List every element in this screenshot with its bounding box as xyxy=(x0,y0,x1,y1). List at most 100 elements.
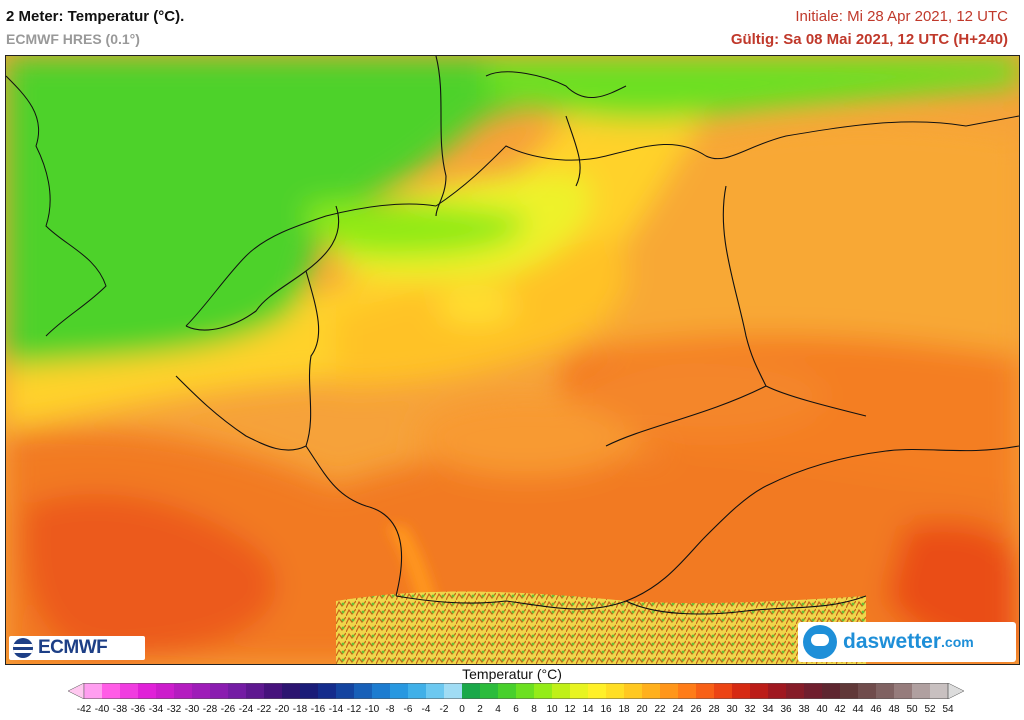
legend-swatch xyxy=(696,683,715,699)
legend-swatch xyxy=(552,683,571,699)
field-cool-harz xyxy=(436,288,516,324)
field-hot-southwest xyxy=(24,494,277,656)
legend-swatch xyxy=(498,683,517,699)
temperature-field xyxy=(6,56,1019,664)
daswetter-logo-text: daswetter xyxy=(843,630,942,653)
legend-tick-label: -38 xyxy=(112,704,128,715)
legend-tick-label: -12 xyxy=(346,704,362,715)
legend-tick-label: -6 xyxy=(403,704,413,715)
legend-tick-label: 32 xyxy=(744,704,756,715)
legend-swatch xyxy=(516,683,535,699)
legend-tick-label: -8 xyxy=(385,704,395,715)
legend-swatch xyxy=(768,683,787,699)
legend-tick-label: 18 xyxy=(618,704,630,715)
legend-tick-label: 30 xyxy=(726,704,738,715)
legend-tick-label: 34 xyxy=(762,704,774,715)
legend-arrow-high xyxy=(947,683,964,699)
color-legend-svg xyxy=(68,683,964,699)
legend-tick-label: -22 xyxy=(256,704,272,715)
legend-swatch xyxy=(228,683,247,699)
legend-swatch xyxy=(300,683,319,699)
legend-arrow-low xyxy=(68,683,85,699)
legend-swatch xyxy=(624,683,643,699)
ecmwf-logo-text: ECMWF xyxy=(38,637,108,658)
daswetter-logo[interactable]: daswetter .com xyxy=(798,622,1016,662)
legend-tick-label: 4 xyxy=(495,704,501,715)
legend-tick-label: 22 xyxy=(654,704,666,715)
legend-tick-label: -20 xyxy=(274,704,290,715)
legend-swatch xyxy=(390,683,409,699)
legend-swatch xyxy=(156,683,175,699)
legend-tick-label: 10 xyxy=(546,704,558,715)
legend-tick-label: -40 xyxy=(94,704,110,715)
legend-swatch xyxy=(660,683,679,699)
legend-swatch xyxy=(444,683,463,699)
valid-time: Gültig: Sa 08 Mai 2021, 12 UTC (H+240) xyxy=(730,31,1008,48)
legend-tick-label: -30 xyxy=(184,704,200,715)
legend-tick-label: -26 xyxy=(220,704,236,715)
legend-tick-labels: -42 -40 -38 -36 -34 -32 -30 -28 -26 -24 -22 -20 -18-… xyxy=(68,704,964,718)
legend-tick-label: 16 xyxy=(600,704,612,715)
legend-tick-label: 24 xyxy=(672,704,684,715)
legend-tick-label: 26 xyxy=(690,704,702,715)
legend-tick-label: -18 xyxy=(292,704,308,715)
legend-tick-label: 2 xyxy=(477,704,483,715)
daswetter-cloud-icon xyxy=(803,625,837,659)
legend-swatch xyxy=(678,683,697,699)
legend-tick-label: -32 xyxy=(166,704,182,715)
legend-swatch xyxy=(804,683,823,699)
legend-swatch xyxy=(930,683,949,699)
init-time: Initiale: Mi 28 Apr 2021, 12 UTC xyxy=(795,8,1008,25)
field-warm-spot-2 xyxy=(586,356,826,436)
legend-tick-label: 52 xyxy=(924,704,936,715)
legend-swatch xyxy=(138,683,157,699)
legend-swatch xyxy=(534,683,553,699)
legend-swatch xyxy=(102,683,121,699)
legend-swatch xyxy=(282,683,301,699)
model-subtitle: ECMWF HRES (0.1°) xyxy=(6,31,140,47)
legend-tick-label: 54 xyxy=(942,704,954,715)
legend-tick-label: -16 xyxy=(310,704,326,715)
legend-tick-label: 8 xyxy=(531,704,537,715)
temperature-map[interactable]: ECMWF daswetter .com xyxy=(5,55,1020,665)
legend-swatch xyxy=(480,683,499,699)
legend-swatch xyxy=(876,683,895,699)
legend-tick-label: 20 xyxy=(636,704,648,715)
legend-swatch xyxy=(858,683,877,699)
legend-swatch xyxy=(174,683,193,699)
legend-swatch xyxy=(192,683,211,699)
legend-swatch xyxy=(786,683,805,699)
legend-tick-label: 6 xyxy=(513,704,519,715)
legend-swatch xyxy=(822,683,841,699)
legend-swatch xyxy=(642,683,661,699)
legend-swatch xyxy=(210,683,229,699)
legend-tick-label: 44 xyxy=(852,704,864,715)
legend-tick-label: -28 xyxy=(202,704,218,715)
legend-tick-label: -2 xyxy=(439,704,449,715)
map-title: 2 Meter: Temperatur (°C). xyxy=(6,8,185,25)
legend-tick-label: -42 xyxy=(76,704,92,715)
legend-swatch xyxy=(264,683,283,699)
color-legend-bar xyxy=(68,683,964,699)
ecmwf-globe-icon xyxy=(13,638,33,658)
legend-tick-label: -34 xyxy=(148,704,164,715)
field-warm-spot xyxy=(416,396,636,476)
legend-swatch xyxy=(336,683,355,699)
legend-tick-label: 38 xyxy=(798,704,810,715)
legend-swatch xyxy=(732,683,751,699)
legend-title: Temperatur (°C) xyxy=(462,666,562,682)
legend-tick-label: -24 xyxy=(238,704,254,715)
coastlines xyxy=(6,71,1019,337)
field-orange-north-east xyxy=(584,122,1019,356)
field-lightgreen xyxy=(306,201,526,256)
legend-tick-label: -36 xyxy=(130,704,146,715)
legend-tick-label: 28 xyxy=(708,704,720,715)
legend-swatch xyxy=(714,683,733,699)
ecmwf-logo: ECMWF xyxy=(9,636,145,660)
legend-tick-label: 12 xyxy=(564,704,576,715)
legend-swatch xyxy=(750,683,769,699)
legend-tick-label: 36 xyxy=(780,704,792,715)
legend-swatch xyxy=(462,683,481,699)
legend-tick-label: 40 xyxy=(816,704,828,715)
legend-swatch xyxy=(120,683,139,699)
